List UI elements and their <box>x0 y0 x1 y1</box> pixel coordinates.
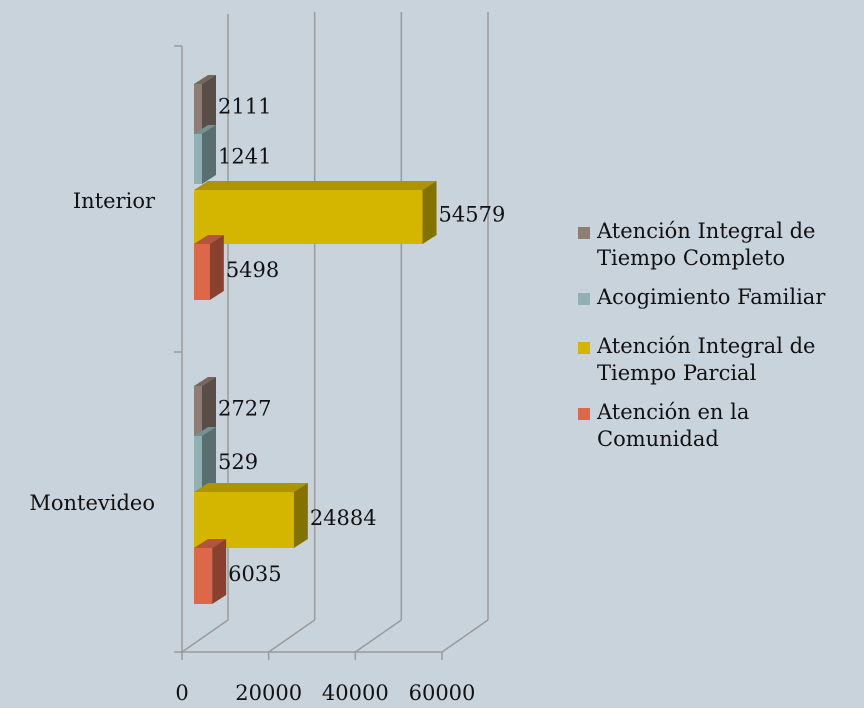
data-label: 6035 <box>228 562 281 586</box>
bar-front <box>194 190 423 244</box>
bar-side <box>202 377 216 436</box>
data-label: 24884 <box>310 506 377 530</box>
bar-top <box>194 427 216 436</box>
bar-front <box>194 492 294 548</box>
data-label: 2111 <box>218 95 271 119</box>
bar-top <box>194 75 216 84</box>
labels-group: 0 20000 40000 60000 Interior 2111 1241 54579 549… <box>29 95 505 706</box>
data-label: 1241 <box>218 145 271 169</box>
bar-front <box>194 436 202 492</box>
bar-side <box>212 539 227 604</box>
data-label: 54579 <box>439 203 506 227</box>
legend-item-tiempo-parcial: Atención Integral de Tiempo Parcial <box>578 333 862 387</box>
bar <box>194 427 216 492</box>
legend-swatch <box>578 293 590 305</box>
bar <box>194 181 437 244</box>
x-tick-label: 60000 <box>409 681 476 705</box>
legend-label: Atención Integral de Tiempo Completo <box>597 219 816 270</box>
legend-swatch <box>578 342 590 354</box>
data-label: 5498 <box>226 258 279 282</box>
bar <box>194 125 216 184</box>
bar-top <box>194 377 216 386</box>
bar-top <box>194 483 308 492</box>
bar <box>194 377 216 436</box>
legend-label: Atención en la Comunidad <box>597 400 750 451</box>
bar-top <box>194 235 224 244</box>
bar-side <box>202 125 216 184</box>
bar-top <box>194 125 216 134</box>
legend-item-acogimiento: Acogimiento Familiar <box>578 284 862 311</box>
bar-top <box>194 539 227 548</box>
bar <box>194 539 227 604</box>
legend-item-comunidad: Atención en la Comunidad <box>578 399 862 453</box>
x-tick-label: 0 <box>175 681 188 705</box>
bar-front <box>194 548 213 604</box>
data-label: 529 <box>218 450 258 474</box>
legend-item-tiempo-completo: Atención Integral de Tiempo Completo <box>578 218 862 272</box>
bar-front <box>194 134 202 184</box>
legend-label: Atención Integral de Tiempo Parcial <box>597 334 816 385</box>
legend: Atención Integral de Tiempo Completo Aco… <box>578 218 862 465</box>
bar-side <box>202 75 216 134</box>
data-label: 2727 <box>218 397 271 421</box>
bar-side <box>293 483 308 548</box>
floor-gridline <box>354 619 402 653</box>
legend-label: Acogimiento Familiar <box>597 285 826 309</box>
bars-group <box>194 75 437 604</box>
bar-front <box>194 386 202 436</box>
category-label: Interior <box>73 189 156 213</box>
bar-side <box>202 427 216 492</box>
bar-top <box>194 181 437 190</box>
legend-swatch <box>578 408 590 420</box>
x-tick-label: 40000 <box>322 681 389 705</box>
bar <box>194 483 308 548</box>
chart-walls <box>174 12 489 660</box>
bar <box>194 75 216 134</box>
bar <box>194 235 224 300</box>
category-label: Montevideo <box>29 491 155 515</box>
bar-front <box>194 244 210 300</box>
legend-swatch <box>578 227 590 239</box>
bar-side <box>422 181 437 244</box>
x-tick-label: 20000 <box>235 681 302 705</box>
bar-side <box>209 235 224 300</box>
bar-front <box>194 84 202 134</box>
floor-gridline <box>268 619 316 653</box>
floor-gridline <box>441 619 489 653</box>
floor-gridline <box>181 619 229 653</box>
